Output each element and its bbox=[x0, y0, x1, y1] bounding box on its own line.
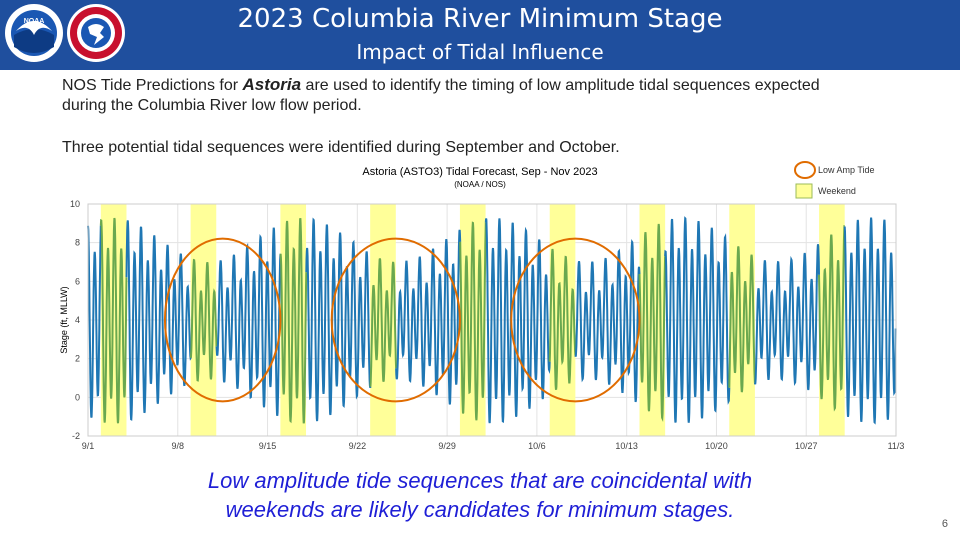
y-tick-label: 8 bbox=[75, 238, 80, 248]
y-tick-label: 6 bbox=[75, 276, 80, 286]
tide-line-segment bbox=[87, 225, 102, 418]
weekend-tide-segment bbox=[459, 221, 487, 421]
low-amp-circle bbox=[163, 237, 282, 403]
weekend-tide-segment bbox=[638, 223, 667, 422]
y-tick-label: 0 bbox=[75, 392, 80, 402]
x-tick-label: 9/29 bbox=[438, 441, 456, 451]
weekend-tide-segment bbox=[548, 248, 577, 391]
x-tick-label: 9/22 bbox=[349, 441, 367, 451]
x-tick-label: 11/3 bbox=[888, 441, 905, 451]
x-tick-label: 9/1 bbox=[82, 441, 95, 451]
weekend-tide-segment bbox=[728, 246, 756, 393]
x-tick-label: 10/27 bbox=[795, 441, 818, 451]
y-tick-label: -2 bbox=[72, 431, 80, 441]
x-tick-label: 9/15 bbox=[259, 441, 277, 451]
x-tick-label: 10/13 bbox=[615, 441, 638, 451]
x-tick-label: 9/8 bbox=[172, 441, 185, 451]
nws-logo bbox=[67, 4, 125, 62]
legend-low-amp-label: Low Amp Tide bbox=[818, 165, 875, 175]
tide-line-segment bbox=[484, 218, 551, 424]
tide-line-segment bbox=[215, 227, 282, 416]
y-tick-label: 10 bbox=[70, 199, 80, 209]
location-name: Astoria bbox=[242, 75, 302, 94]
weekend-tide-segment bbox=[279, 217, 308, 424]
page-number: 6 bbox=[941, 518, 948, 530]
tide-line-segment bbox=[574, 239, 641, 403]
weekend-tide-segment bbox=[189, 258, 218, 382]
line2: during the Columbia River low flow perio… bbox=[62, 97, 362, 114]
body-paragraph-2: Three potential tidal sequences were ide… bbox=[62, 139, 620, 156]
footer-line-2: weekends are likely candidates for minim… bbox=[225, 497, 735, 522]
tide-line-segment bbox=[305, 217, 372, 422]
header-bar: NOAA 2023 Columbia River Minimum Stage I… bbox=[0, 0, 960, 70]
legend-weekend-label: Weekend bbox=[818, 186, 856, 196]
tide-line-segment bbox=[664, 216, 731, 423]
x-tick-label: 10/20 bbox=[705, 441, 728, 451]
line1-pre: NOS Tide Predictions for bbox=[62, 77, 243, 94]
noaa-logo: NOAA bbox=[5, 4, 63, 62]
slide-subtitle: Impact of Tidal Influence bbox=[356, 40, 604, 64]
tide-line-segment bbox=[843, 217, 897, 425]
tide-line-segment bbox=[395, 229, 462, 405]
plot-frame bbox=[87, 203, 897, 437]
low-amp-circle bbox=[510, 237, 641, 403]
chart-title: Astoria (ASTO3) Tidal Forecast, Sep - No… bbox=[362, 166, 598, 178]
y-tick-label: 2 bbox=[75, 354, 80, 364]
legend-circle-swatch bbox=[794, 161, 816, 179]
weekend-tide-segment bbox=[99, 217, 128, 424]
legend-weekend-swatch bbox=[795, 183, 813, 199]
chart-subtitle: (NOAA / NOS) bbox=[454, 180, 506, 189]
weekend-tide-segment bbox=[369, 258, 398, 387]
footer-note: Low amplitude tide sequences that are co… bbox=[140, 466, 820, 524]
slide-title: 2023 Columbia River Minimum Stage bbox=[237, 4, 723, 34]
y-axis-label: Stage (ft, MLLW) bbox=[59, 286, 69, 353]
tide-line-segment bbox=[753, 244, 820, 391]
line1-post: are used to identify the timing of low a… bbox=[301, 77, 820, 94]
x-tick-label: 10/6 bbox=[528, 441, 546, 451]
weekend-tide-segment bbox=[818, 225, 846, 412]
logo-left-text: NOAA bbox=[24, 18, 45, 25]
footer-line-1: Low amplitude tide sequences that are co… bbox=[207, 468, 753, 493]
y-tick-label: 4 bbox=[75, 315, 80, 325]
low-amp-circle bbox=[330, 237, 461, 403]
body-paragraph-1: NOS Tide Predictions for Astoria are use… bbox=[62, 75, 820, 116]
